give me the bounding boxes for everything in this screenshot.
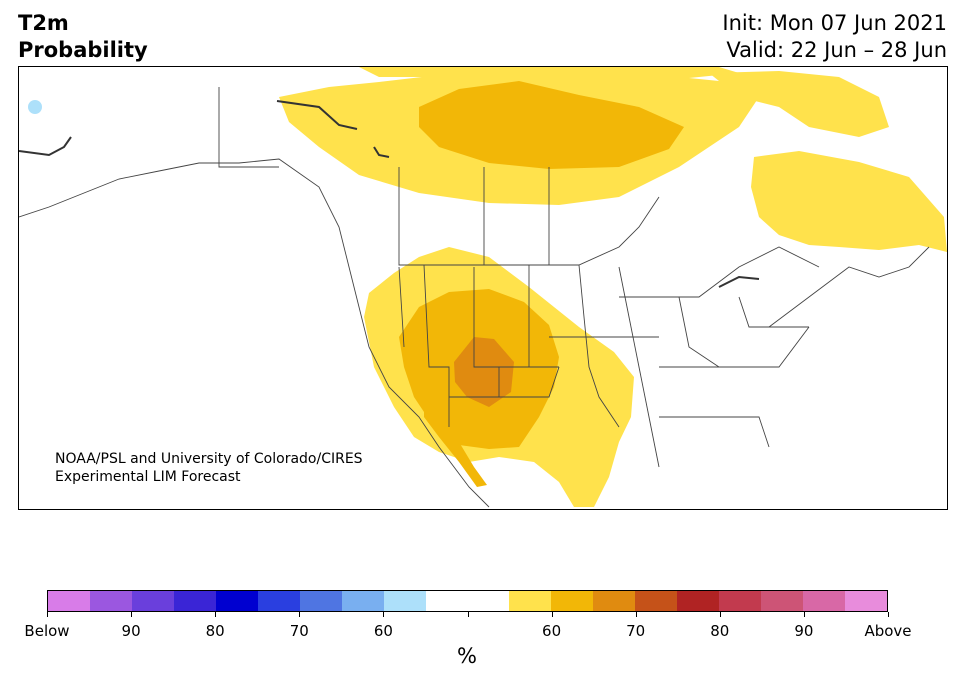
colorbar-tick-label: 70 [626,622,645,640]
colorbar-tick-label: 60 [374,622,393,640]
title-type: Probability [18,37,148,64]
colorbar-tick [215,612,216,617]
colorbar-tick [47,612,48,617]
colorbar-tick [131,612,132,617]
colorbar-swatch [90,591,132,611]
probability-map [18,66,948,510]
colorbar-swatch [761,591,803,611]
colorbar-swatch [132,591,174,611]
colorbar-swatch [635,591,677,611]
colorbar-swatch [593,591,635,611]
credit-line-1: NOAA/PSL and University of Colorado/CIRE… [55,450,363,468]
probability-colorbar [47,590,888,612]
colorbar-units: % [457,644,477,668]
colorbar-swatch [216,591,258,611]
colorbar-swatch [803,591,845,611]
colorbar-swatch [426,591,468,611]
credit-line-2: Experimental LIM Forecast [55,468,363,486]
colorbar-tick [720,612,721,617]
above-normal-region-east-canada [751,151,947,252]
colorbar-swatch [258,591,300,611]
colorbar-swatch [384,591,426,611]
colorbar-swatch [551,591,593,611]
colorbar-swatch [677,591,719,611]
colorbar-swatch [719,591,761,611]
forecast-dates: Init: Mon 07 Jun 2021 Valid: 22 Jun – 28… [722,10,947,64]
colorbar-tick-label: 80 [710,622,729,640]
colorbar-tick-label: Above [864,622,911,640]
init-date: Init: Mon 07 Jun 2021 [722,10,947,37]
colorbar-swatch [342,591,384,611]
colorbar-tick [468,612,469,617]
colorbar-tick-label: 90 [794,622,813,640]
colorbar-swatch [845,591,887,611]
colorbar-tick [804,612,805,617]
credit-text: NOAA/PSL and University of Colorado/CIRE… [55,450,363,486]
colorbar-tick-label: Below [24,622,69,640]
colorbar-swatch [174,591,216,611]
colorbar-tick-label: 60 [542,622,561,640]
colorbar-tick-label: 70 [290,622,309,640]
colorbar-swatch [509,591,551,611]
below-normal-region-alaska [28,100,42,114]
colorbar-swatch [300,591,342,611]
colorbar-swatch [48,591,90,611]
colorbar-tick [636,612,637,617]
colorbar-tick [888,612,889,617]
title-variable: T2m [18,10,148,37]
chart-title: T2m Probability [18,10,148,64]
above-normal-region-arctic-top [359,67,739,79]
colorbar-tick [299,612,300,617]
valid-dates: Valid: 22 Jun – 28 Jun [722,37,947,64]
map-canvas [19,67,948,510]
colorbar-tick [552,612,553,617]
colorbar-tick [383,612,384,617]
colorbar-swatch [468,591,510,611]
colorbar-tick-label: 80 [206,622,225,640]
colorbar-tick-label: 90 [122,622,141,640]
